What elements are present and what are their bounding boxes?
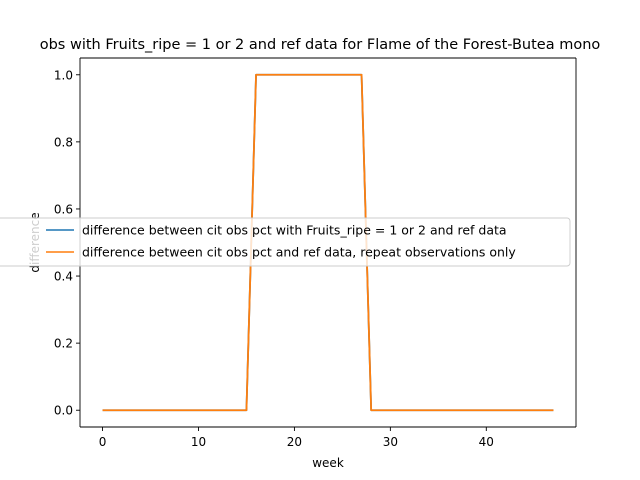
legend-label-series-2: difference between cit obs pct and ref d…	[82, 245, 516, 260]
x-tick-label: 40	[479, 435, 494, 449]
x-axis-ticks: 0 10 20 30 40	[99, 427, 494, 449]
x-tick-label: 30	[383, 435, 398, 449]
y-tick-label: 0.8	[54, 135, 73, 149]
series-line-2	[102, 73, 554, 412]
x-tick-label: 10	[191, 435, 206, 449]
y-tick-label: 0.2	[54, 337, 73, 351]
y-tick-label: 1.0	[54, 68, 73, 82]
legend-box	[0, 217, 571, 267]
x-tick-label: 0	[99, 435, 107, 449]
x-tick-label: 20	[287, 435, 302, 449]
y-tick-label: 0.0	[54, 404, 73, 418]
legend: difference between cit obs pct with Frui…	[0, 217, 571, 267]
y-tick-label: 0.4	[54, 270, 73, 284]
y-axis-ticks: 0.0 0.2 0.4 0.6 0.8 1.0	[54, 68, 80, 418]
axes-frame	[79, 57, 577, 428]
series-layer	[102, 73, 554, 412]
x-axis-label: week	[312, 456, 344, 470]
y-tick-label: 0.6	[54, 202, 73, 216]
chart-title: obs with Fruits_ripe = 1 or 2 and ref da…	[40, 37, 601, 53]
legend-label-series-1: difference between cit obs pct with Frui…	[82, 223, 507, 238]
